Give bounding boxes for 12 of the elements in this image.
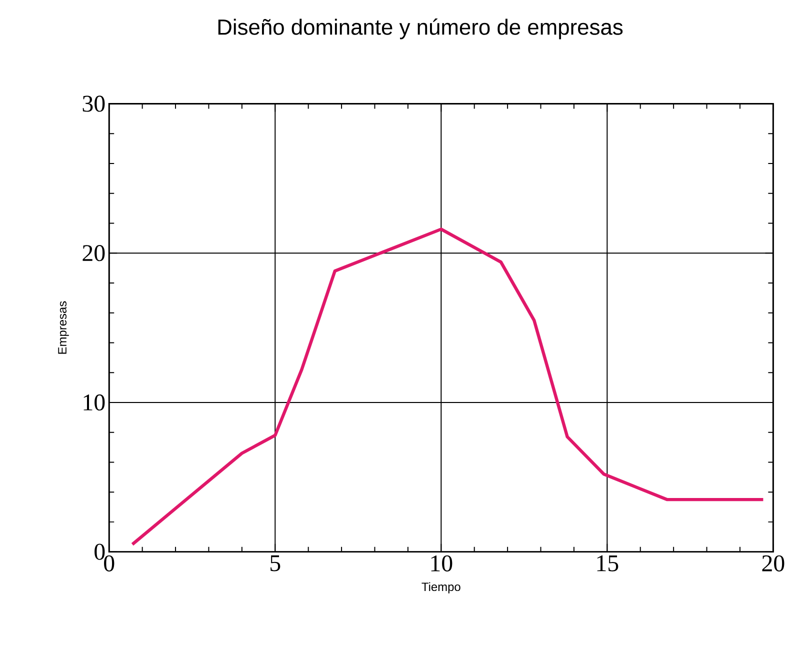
x-tick-label: 15 <box>597 555 618 572</box>
y-tick-label: 30 <box>82 96 105 112</box>
x-tick-label: 10 <box>431 555 452 572</box>
y-tick-label: 0 <box>94 544 105 560</box>
x-tick-label: 20 <box>762 555 784 572</box>
x-tick-label: 5 <box>270 555 280 572</box>
y-tick-label: 10 <box>84 394 105 411</box>
chart-title: Diseño dominante y número de empresas <box>218 18 623 40</box>
line-series <box>130 228 765 546</box>
y-axis-title: Empresas <box>58 301 69 354</box>
x-axis-title: Tiempo <box>422 582 460 594</box>
y-tick-label: 20 <box>82 245 105 262</box>
